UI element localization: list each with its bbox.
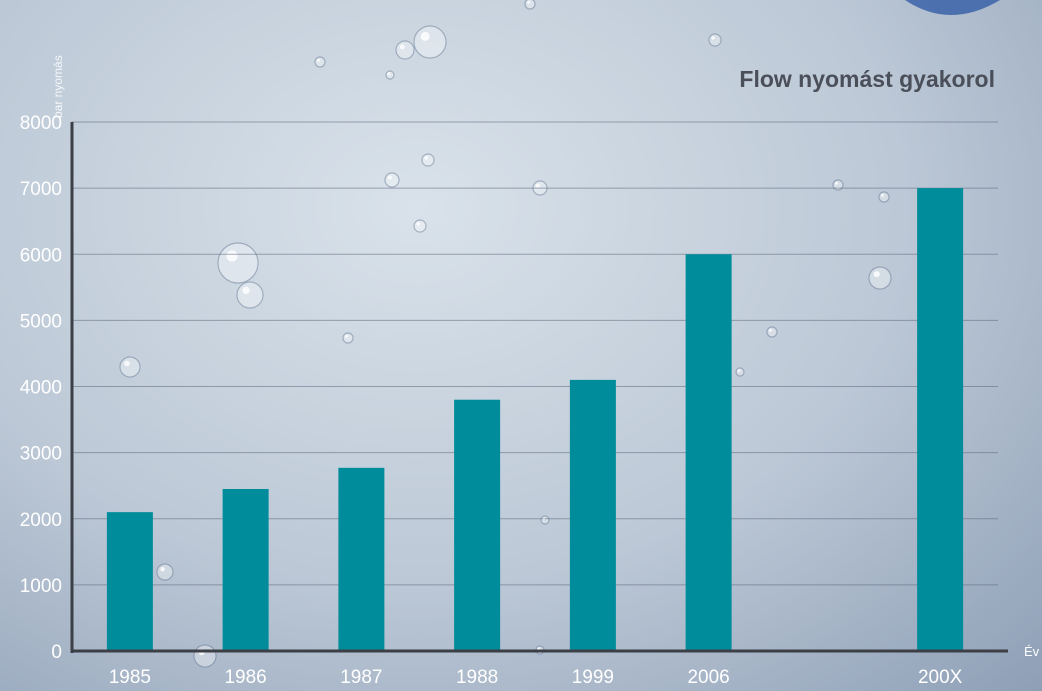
y-tick-label: 4000 — [20, 378, 62, 399]
y-tick-labels: 0 1000 2000 3000 4000 5000 6000 7000 8000 — [20, 113, 62, 663]
y-tick-label: 7000 — [20, 179, 62, 200]
bar — [917, 188, 964, 651]
y-tick-label: 5000 — [20, 311, 62, 332]
bubble-decoration — [905, 0, 1000, 15]
bubble-highlight — [317, 58, 320, 62]
bubble-highlight — [737, 369, 741, 373]
x-tick-labels: 1985 1986 1987 1988 1999 2006 200X — [109, 667, 963, 688]
bubble-highlight — [387, 72, 391, 76]
x-axis-label: Év — [1024, 644, 1040, 659]
y-tick-label: 0 — [51, 642, 62, 663]
bubble-highlight — [835, 181, 838, 185]
y-tick-label: 6000 — [20, 245, 62, 266]
y-tick-label: 8000 — [20, 113, 62, 134]
bar — [454, 399, 501, 651]
y-axis-label: bar nyomás — [51, 55, 65, 118]
bubble-highlight — [416, 222, 420, 226]
bubble-highlight — [535, 183, 540, 188]
bar — [106, 512, 153, 651]
bubble-highlight — [345, 334, 348, 338]
bars — [106, 188, 964, 651]
bubble-highlight — [242, 286, 250, 295]
bar — [222, 488, 269, 651]
bubble-highlight — [711, 36, 715, 40]
axes — [70, 122, 1008, 653]
bubble-highlight — [124, 360, 130, 367]
bubble-highlight — [537, 647, 541, 651]
bar — [685, 254, 732, 651]
x-tick-label: 1999 — [572, 667, 614, 688]
bar — [569, 379, 616, 651]
gridlines — [72, 121, 998, 586]
y-tick-label: 2000 — [20, 510, 62, 531]
bubble-highlight — [399, 44, 405, 50]
y-tick-label: 1000 — [20, 576, 62, 597]
x-tick-label: 1987 — [340, 667, 382, 688]
bubble-highlight — [424, 156, 428, 160]
x-tick-label: 200X — [918, 667, 963, 688]
chart-title: Flow nyomást gyakorol — [739, 66, 995, 92]
bubble-highlight — [527, 0, 530, 4]
bubble-highlight — [160, 566, 165, 572]
bubble-highlight — [420, 31, 430, 41]
x-tick-label: 1986 — [224, 667, 266, 688]
bubble-highlight — [226, 250, 238, 262]
x-tick-label: 1985 — [109, 667, 151, 688]
y-tick-label: 3000 — [20, 444, 62, 465]
bubble-highlight — [387, 175, 392, 180]
bar — [338, 467, 385, 651]
x-tick-label: 2006 — [687, 667, 729, 688]
bubble-highlight — [769, 328, 772, 332]
bubble-highlight — [873, 271, 880, 278]
bubble-highlight — [881, 193, 884, 197]
x-tick-label: 1988 — [456, 667, 498, 688]
